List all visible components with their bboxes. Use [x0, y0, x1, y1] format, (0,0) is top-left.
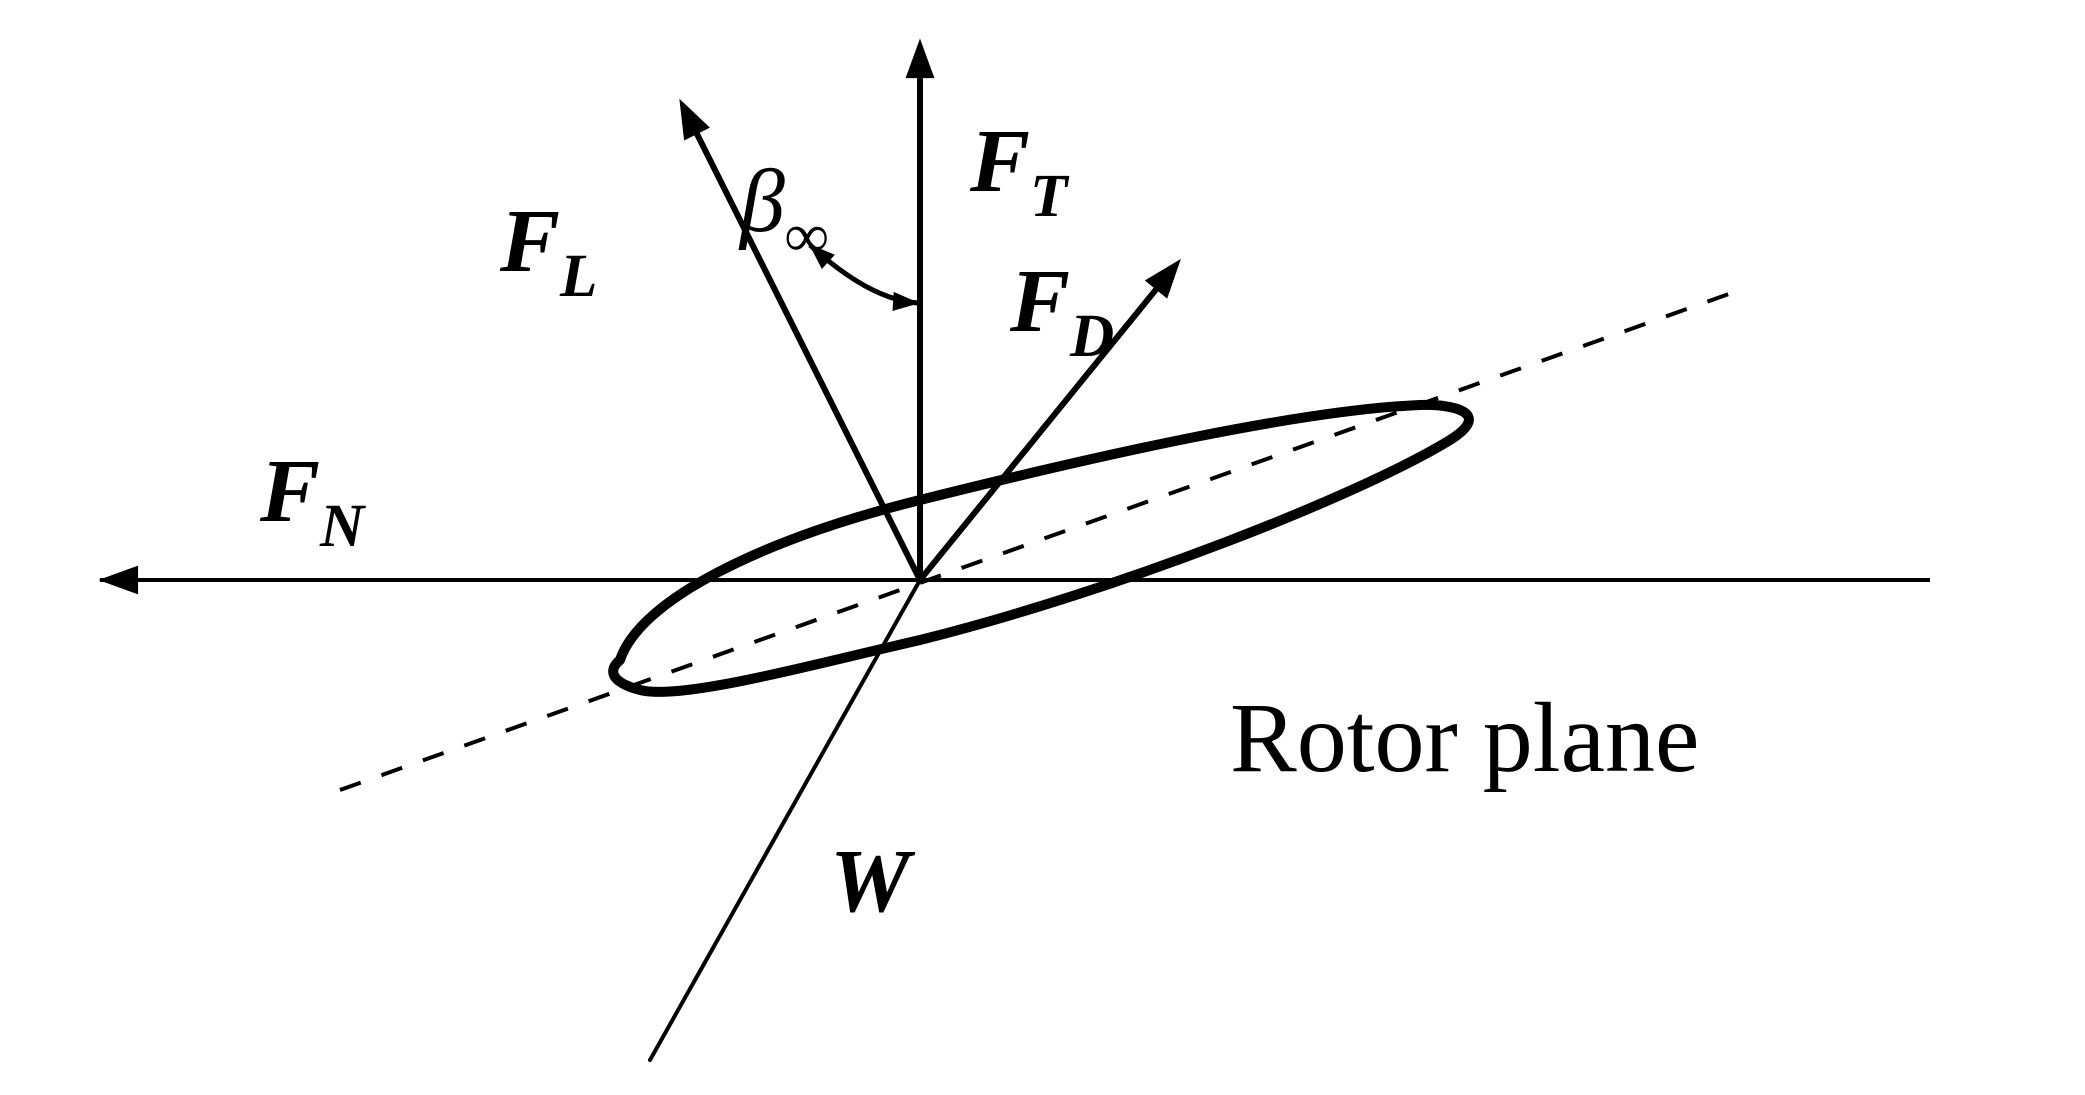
label-fd: FD	[1010, 250, 1114, 366]
label-w-main: W	[830, 832, 910, 931]
label-fn-main: F	[260, 442, 320, 541]
vector-fn	[100, 566, 138, 593]
label-fn-sub: N	[320, 492, 364, 560]
label-fd-sub: D	[1070, 302, 1114, 370]
label-fl-main: F	[500, 192, 560, 291]
label-rotor-plane-text: Rotor plane	[1230, 682, 1699, 793]
vector-w	[650, 580, 920, 1060]
label-beta: β∞	[740, 150, 828, 266]
label-ft-main: F	[970, 112, 1030, 211]
airfoil-outline	[613, 405, 1469, 692]
label-fn: FN	[260, 440, 364, 556]
label-fd-main: F	[1010, 252, 1070, 351]
label-beta-main: β	[740, 152, 785, 251]
label-ft-sub: T	[1030, 162, 1067, 230]
label-fl-sub: L	[560, 242, 597, 310]
label-rotor-plane: Rotor plane	[1230, 680, 1699, 795]
label-w: W	[830, 830, 910, 933]
label-fl: FL	[500, 190, 597, 306]
label-ft: FT	[970, 110, 1067, 226]
label-beta-sub: ∞	[785, 202, 829, 270]
